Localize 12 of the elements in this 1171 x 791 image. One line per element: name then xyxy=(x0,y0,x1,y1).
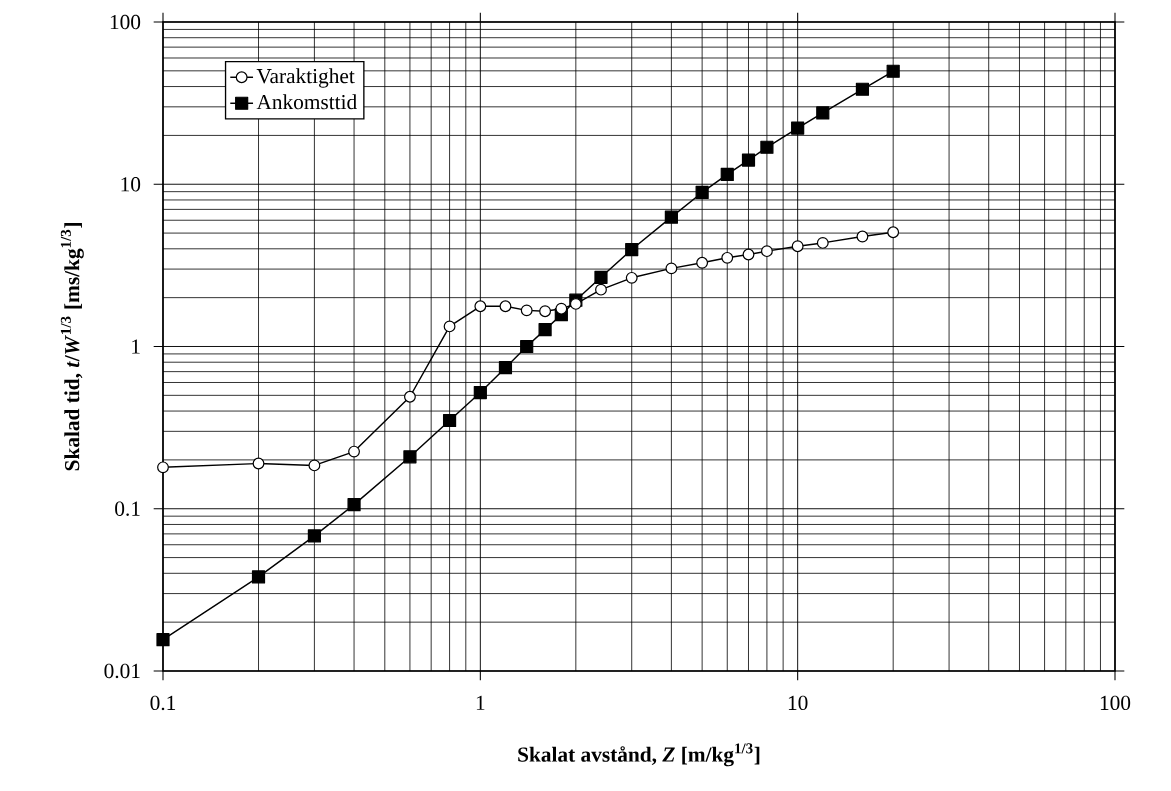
y-tick-label: 10 xyxy=(121,177,141,192)
x-tick-label: 10 xyxy=(788,695,808,711)
x-tick-label: 0.1 xyxy=(150,695,176,711)
y-tick-label: 1 xyxy=(132,339,140,354)
x-tick-label: 100 xyxy=(1100,695,1131,711)
legend-label: Ankomsttid xyxy=(256,94,357,110)
y-tick-label: 0.01 xyxy=(104,663,140,679)
legend-label: Varaktighet xyxy=(256,68,355,88)
x-axis-title: Skalat avstånd, Z [m/kg$^{1/3}$] xyxy=(518,743,760,767)
x-tick-label: 1 xyxy=(476,695,485,710)
y-tick-label: 0.1 xyxy=(115,501,140,516)
y-tick-label: 100 xyxy=(110,14,141,30)
